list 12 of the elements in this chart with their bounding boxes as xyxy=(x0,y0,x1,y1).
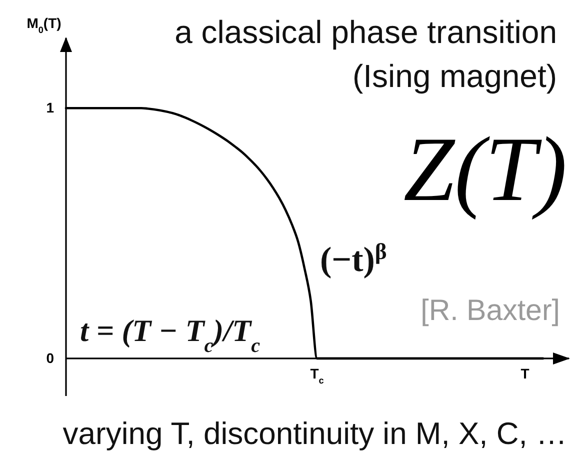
y-tick-label: 1 xyxy=(46,100,54,116)
x-tick-label: T$_{c}$ xyxy=(310,365,324,386)
y-tick-label: 0 xyxy=(46,350,54,366)
text: varying T, discontinuity in M, X, C, … xyxy=(62,416,567,451)
annotation: t = (T − T$_{c}$)/T$_{c}$ xyxy=(80,313,260,357)
annotation: Z(T) xyxy=(403,118,567,220)
annotation: (−t)$^{β}$ xyxy=(320,238,387,279)
chart-title: a classical phase transition xyxy=(174,14,557,50)
y-axis-title: M$_{0}$(T) xyxy=(26,15,62,35)
annotation: [R. Baxter] xyxy=(420,294,560,327)
text: (Ising magnet) xyxy=(352,58,557,94)
x-axis-title: T xyxy=(520,365,530,382)
